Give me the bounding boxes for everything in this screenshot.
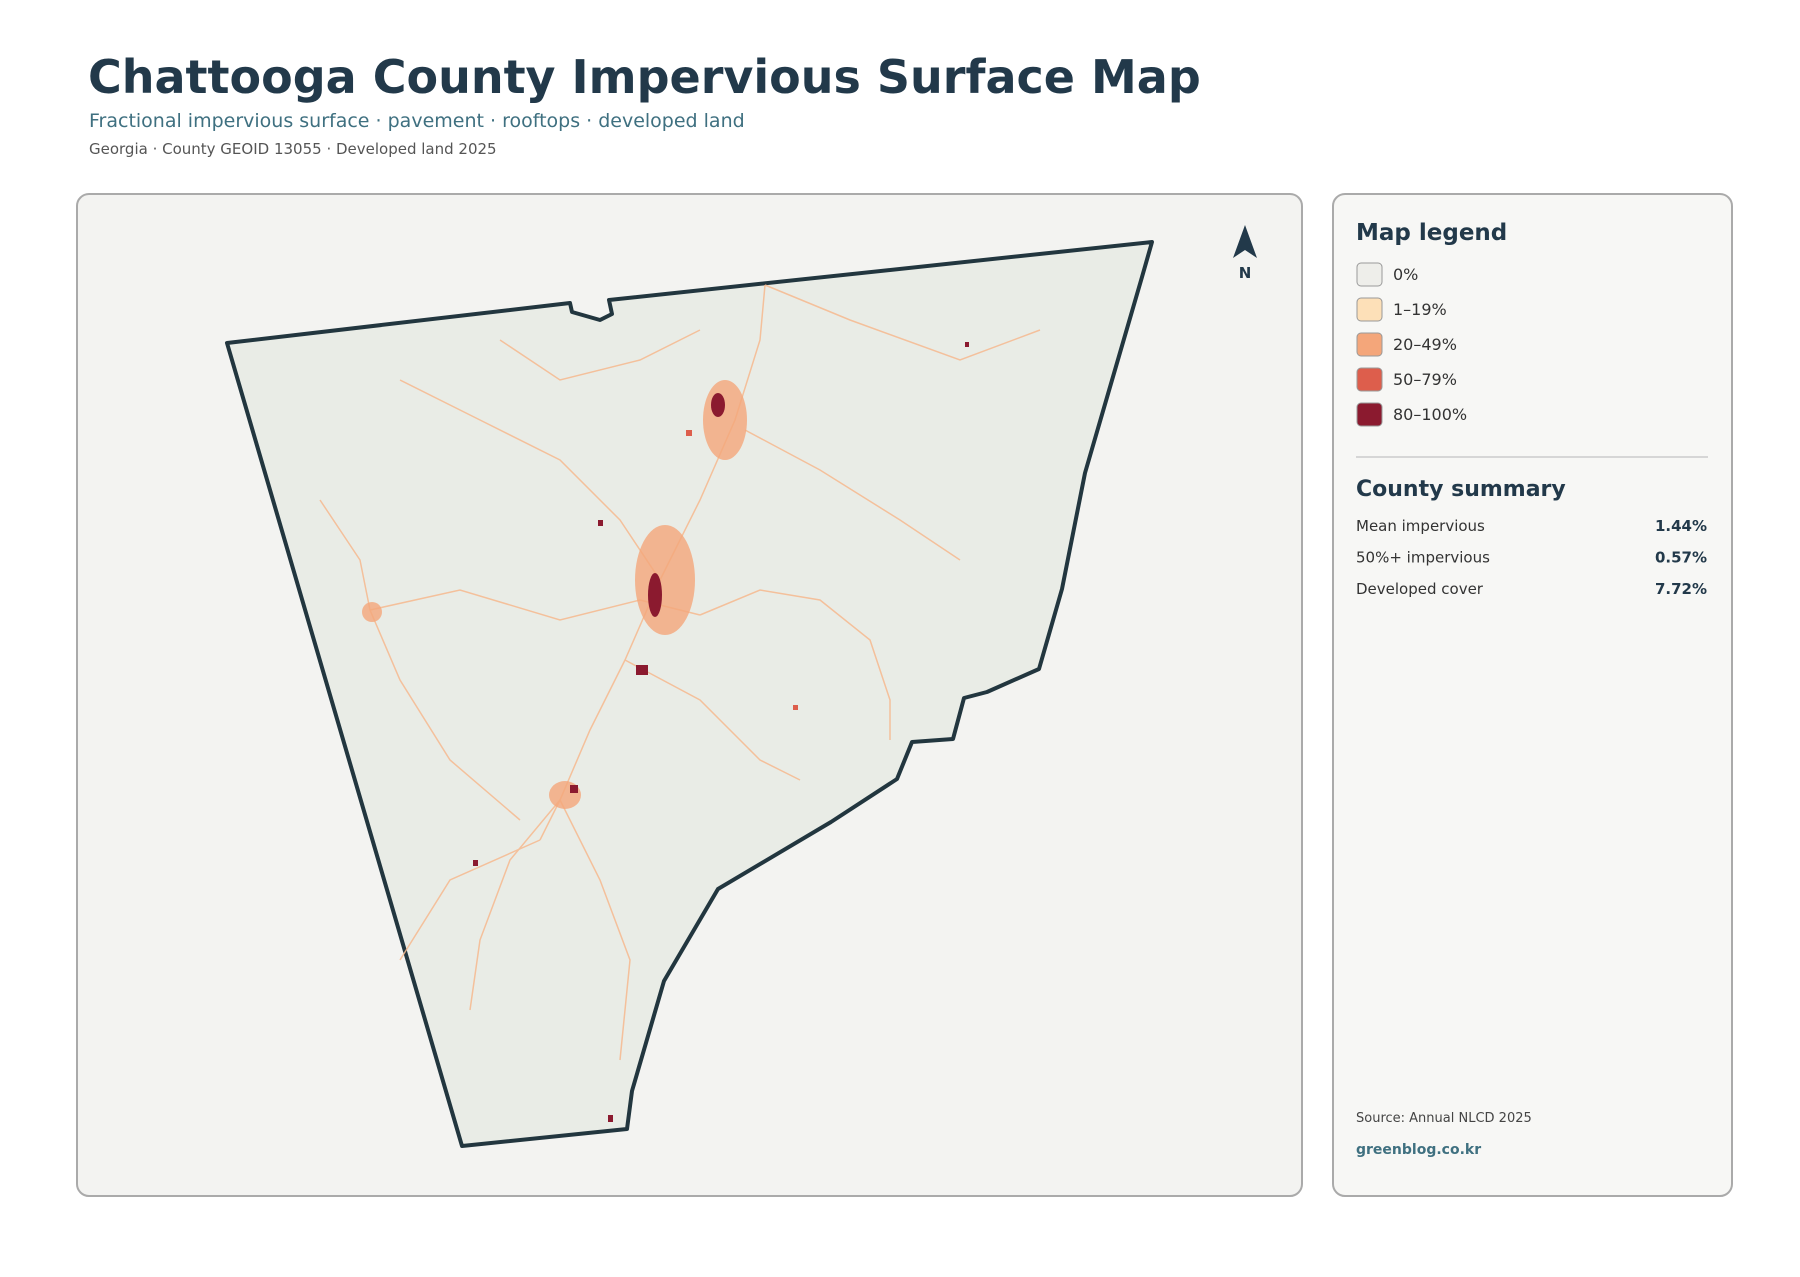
title: Chattooga County Impervious Surface Map xyxy=(88,50,1201,104)
legend: 0% 1–19% 20–49% 50–79% 80–100% xyxy=(1356,262,1467,427)
legend-swatch xyxy=(1356,332,1383,357)
legend-label: 80–100% xyxy=(1393,405,1467,424)
legend-swatch xyxy=(1356,297,1383,322)
summary-label: Developed cover xyxy=(1356,580,1484,598)
summary-value: 1.44% xyxy=(1655,517,1707,535)
site: greenblog.co.kr xyxy=(1356,1142,1481,1158)
legend-label: 20–49% xyxy=(1393,335,1457,354)
north-arrow xyxy=(1233,225,1257,258)
north-label: N xyxy=(1239,264,1252,282)
summary-value: 0.57% xyxy=(1655,549,1707,567)
legend-swatch xyxy=(1356,262,1383,287)
source: Source: Annual NLCD 2025 xyxy=(1356,1111,1532,1126)
meta: Georgia · County GEOID 13055 · Developed… xyxy=(89,140,497,158)
developed-areas xyxy=(362,342,969,1122)
subtitle: Fractional impervious surface · pavement… xyxy=(89,110,745,132)
legend-title: Map legend xyxy=(1356,220,1507,246)
roads xyxy=(319,284,1041,1061)
legend-swatch xyxy=(1356,367,1383,392)
summary-value: 7.72% xyxy=(1655,580,1707,598)
summary: Mean impervious 1.44% 50%+ impervious 0.57%… xyxy=(1356,517,1707,598)
legend-label: 1–19% xyxy=(1393,300,1447,319)
summary-title: County summary xyxy=(1356,477,1566,502)
county-map xyxy=(225,240,1154,1148)
summary-label: Mean impervious xyxy=(1356,517,1485,535)
legend-label: 0% xyxy=(1393,265,1418,284)
legend-swatch xyxy=(1356,402,1383,427)
summary-label: 50%+ impervious xyxy=(1356,549,1490,567)
side-panel xyxy=(1332,193,1733,1197)
legend-label: 50–79% xyxy=(1393,370,1457,389)
